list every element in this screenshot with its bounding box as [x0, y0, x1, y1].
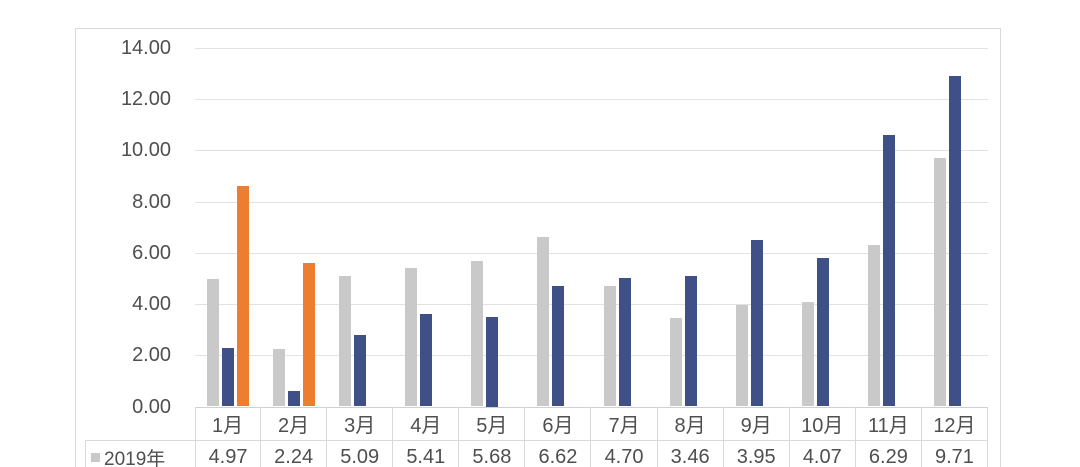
bar-series3-month2	[303, 263, 316, 407]
bar-series1-month2	[273, 349, 286, 407]
bar-series1-month9	[735, 305, 748, 407]
gridline	[195, 48, 988, 49]
data-table-value-cell: 2.24	[261, 441, 328, 467]
bar-series1-month11	[867, 245, 880, 407]
bar-series1-month10	[801, 302, 814, 407]
data-table-value-cell: 9.71	[922, 441, 988, 467]
bar-series1-month12	[933, 157, 946, 407]
bar-series2-month11	[882, 135, 895, 407]
month-header-cell: 10月	[790, 407, 856, 440]
data-table-value-cell: 5.68	[459, 441, 526, 467]
bar-series1-month6	[537, 236, 550, 407]
month-header-cell: 11月	[856, 407, 922, 440]
y-axis-tick-label: 2.00	[132, 344, 171, 367]
month-header-cell: 9月	[724, 407, 790, 440]
bar-series1-month4	[405, 267, 418, 407]
y-axis-tick-label: 6.00	[132, 241, 171, 264]
table-border	[85, 440, 988, 441]
bar-series1-month3	[339, 276, 352, 407]
bar-series2-month7	[618, 278, 631, 407]
bar-series2-month6	[552, 286, 565, 407]
data-table-row-header: 2019年	[85, 441, 195, 467]
data-table-value-cell: 5.41	[393, 441, 460, 467]
gridline	[195, 201, 988, 203]
bar-series2-month3	[354, 334, 367, 407]
y-axis-tick-label: 14.00	[120, 37, 171, 59]
y-axis-tick-label: 12.00	[120, 88, 171, 111]
y-axis-tick-label: 4.00	[132, 293, 171, 316]
bar-series1-month7	[603, 286, 616, 407]
bar-series2-month8	[684, 275, 697, 407]
y-axis-tick-label: 10.00	[120, 139, 171, 162]
gridline	[195, 355, 988, 357]
data-table-value-cell: 5.09	[327, 441, 394, 467]
bar-series1-month1	[207, 279, 220, 407]
bar-series1-month8	[669, 317, 682, 407]
month-header-cell: 5月	[459, 407, 526, 440]
month-header-cell: 2月	[261, 407, 328, 440]
table-border	[195, 407, 196, 467]
y-axis-tick-label: 8.00	[132, 190, 171, 213]
data-table-value-cell: 4.70	[592, 441, 658, 467]
month-header-cell: 3月	[327, 407, 394, 440]
series-label: 2019年	[104, 448, 166, 467]
legend-swatch-gray	[91, 452, 100, 462]
data-table-value-cell: 3.95	[724, 441, 790, 467]
month-header-cell: 4月	[393, 407, 460, 440]
month-header-cell: 1月	[195, 407, 262, 440]
bar-series2-month10	[816, 257, 829, 407]
gridline	[195, 99, 988, 101]
data-table-value-cell: 6.62	[525, 441, 592, 467]
month-header-cell: 12月	[922, 407, 988, 440]
bar-series3-month1	[237, 186, 250, 407]
bar-series2-month1	[222, 347, 235, 407]
bar-series1-month5	[471, 261, 484, 407]
gridline	[195, 304, 988, 306]
bar-series2-month12	[948, 76, 961, 407]
month-header-cell: 6月	[525, 407, 592, 440]
data-table-value-cell: 6.29	[856, 441, 922, 467]
data-table-value-cell: 3.46	[658, 441, 724, 467]
data-table-value-cell: 4.07	[790, 441, 856, 467]
bar-series2-month9	[750, 240, 763, 407]
month-header-cell: 7月	[592, 407, 658, 440]
month-header-cell: 8月	[658, 407, 724, 440]
bar-series2-month4	[420, 314, 433, 407]
bar-series2-month5	[486, 316, 499, 407]
gridline	[195, 150, 988, 152]
y-axis-tick-label: 0.00	[132, 395, 171, 418]
bar-series2-month2	[288, 391, 301, 407]
gridline	[195, 252, 988, 254]
x-axis-line	[195, 407, 988, 408]
data-table-value-cell: 4.97	[195, 441, 262, 467]
